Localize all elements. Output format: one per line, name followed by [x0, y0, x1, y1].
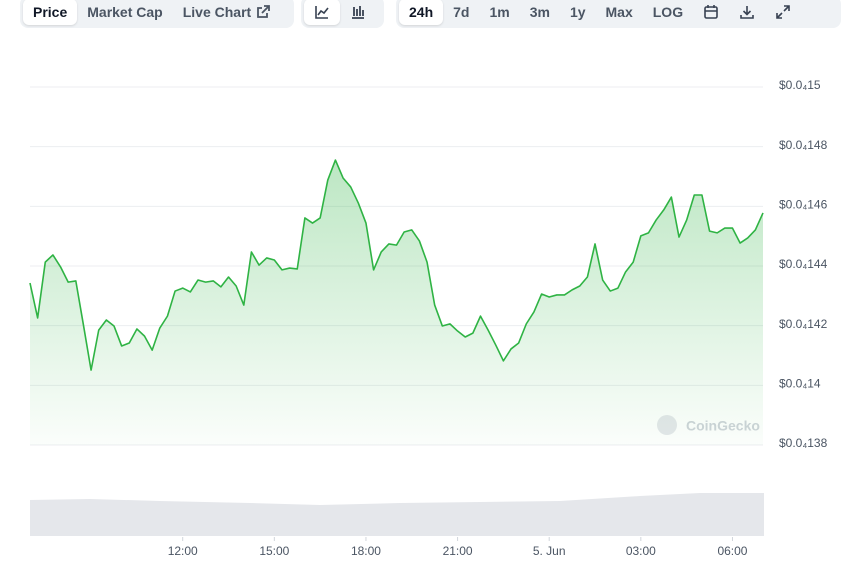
watermark: CoinGecko: [686, 418, 760, 434]
view-tabs: Price Market Cap Live Chart: [20, 0, 294, 28]
y-tick-label: $0.0₄146: [779, 198, 828, 212]
expand-button[interactable]: [765, 0, 801, 25]
x-tick-label: 03:00: [626, 544, 656, 558]
y-tick-label: $0.0₄15: [779, 78, 821, 92]
expand-icon: [776, 5, 790, 19]
x-tick-label: 21:00: [443, 544, 473, 558]
x-tick-label: 18:00: [351, 544, 381, 558]
tab[interactable]: Live Chart: [173, 0, 281, 25]
line-icon: [315, 6, 329, 19]
y-tick-label: $0.0₄144: [779, 257, 828, 271]
candle-button[interactable]: [340, 0, 376, 25]
external-icon: [257, 5, 271, 18]
download-icon: [740, 6, 754, 19]
y-tick-label: $0.0₄14: [779, 377, 821, 391]
range[interactable]: LOG: [652, 4, 684, 20]
watermark-logo: [657, 415, 677, 435]
volume-strip: [30, 493, 764, 536]
download-button[interactable]: [729, 0, 765, 25]
candle-icon: [352, 6, 364, 19]
y-tick-label: $0.0₄148: [779, 138, 828, 152]
tab-label: Live Chart: [182, 4, 252, 20]
range[interactable]: 3m: [529, 4, 550, 20]
calendar-icon: [704, 5, 718, 19]
x-tick-label: 5. Jun: [533, 544, 566, 558]
range[interactable]: Max: [605, 4, 633, 20]
y-tick-label: $0.0₄142: [779, 317, 828, 331]
y-tick-label: $0.0₄138: [779, 436, 828, 450]
calendar-button[interactable]: [693, 0, 729, 25]
range[interactable]: 1m: [489, 4, 510, 20]
range[interactable]: 1y: [569, 4, 586, 20]
tab[interactable]: Price: [23, 0, 78, 25]
range-tabs: 24h 7d 1m 3m 1y Max LOG: [396, 0, 841, 28]
range[interactable]: 7d: [453, 4, 470, 20]
chart-type: [301, 0, 384, 28]
x-tick-label: 15:00: [259, 544, 289, 558]
range[interactable]: 24h: [399, 0, 444, 25]
line-button[interactable]: [304, 0, 340, 25]
area: [30, 160, 763, 445]
price-line: [29, 159, 764, 371]
tab[interactable]: Market Cap: [87, 4, 163, 20]
x-tick-label: 12:00: [168, 544, 198, 558]
x-tick-label: 06:00: [717, 544, 747, 558]
